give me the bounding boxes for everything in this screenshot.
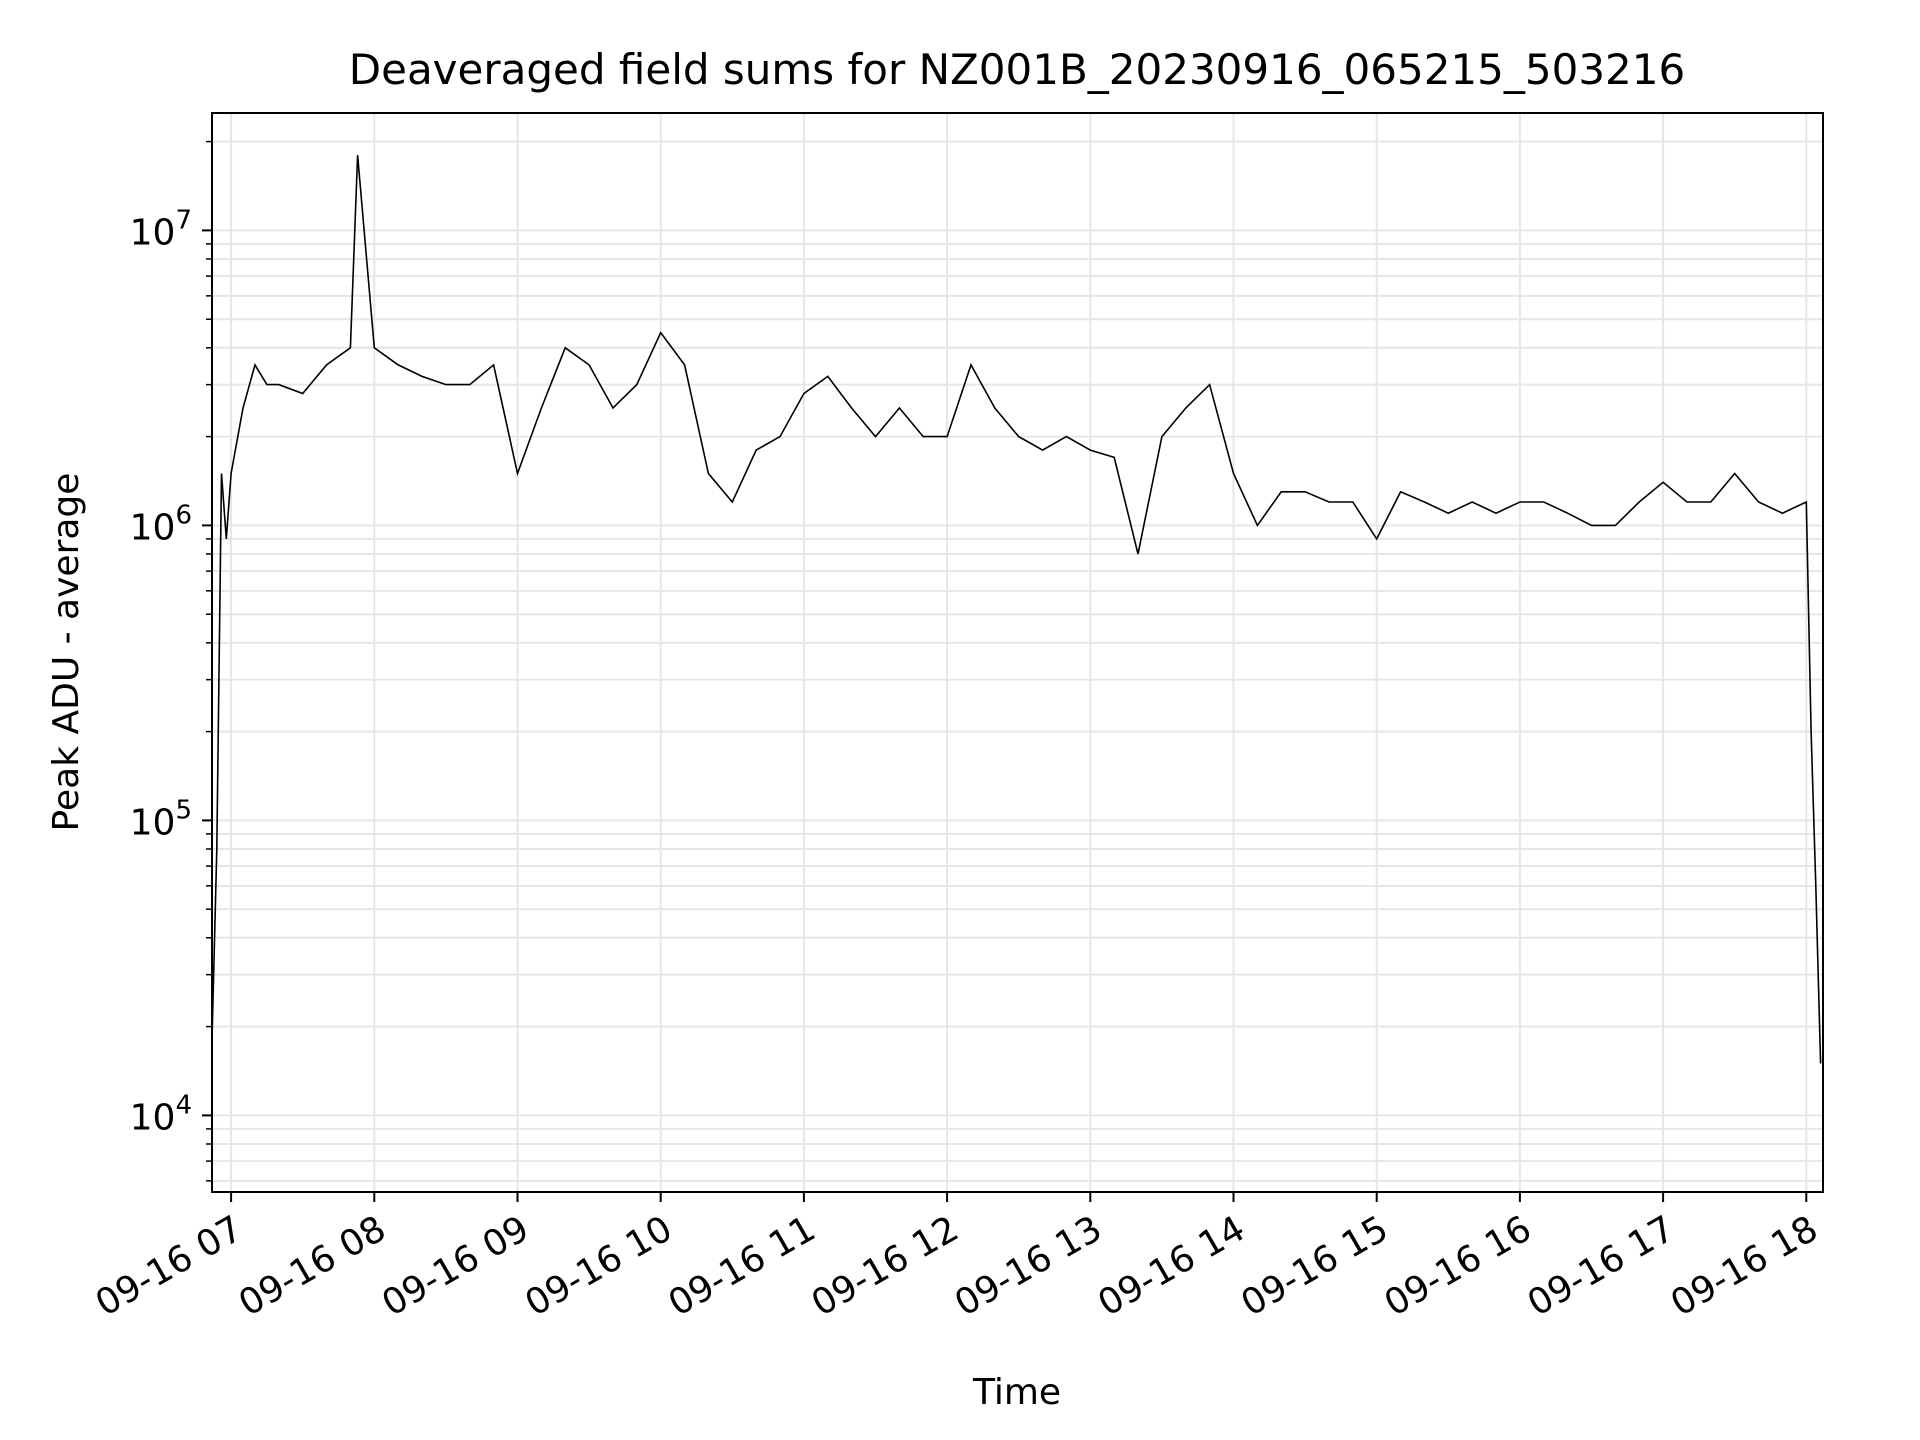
chart-title: Deaveraged field sums for NZ001B_2023091… xyxy=(349,45,1685,94)
y-tick-label: 107 xyxy=(130,205,192,253)
series-line xyxy=(211,155,1822,1064)
series-path xyxy=(211,155,1822,1064)
axes-frame xyxy=(211,112,1824,1193)
y-axis: 104 105 106 107 xyxy=(130,140,212,1182)
y-tick-label: 105 xyxy=(130,795,192,843)
x-axis-label: Time xyxy=(972,1372,1061,1413)
y-tick-label: 104 xyxy=(130,1090,192,1138)
grid xyxy=(212,113,1823,1192)
y-axis-label: Peak ADU - average xyxy=(46,473,87,832)
y-tick-label: 106 xyxy=(130,500,192,548)
